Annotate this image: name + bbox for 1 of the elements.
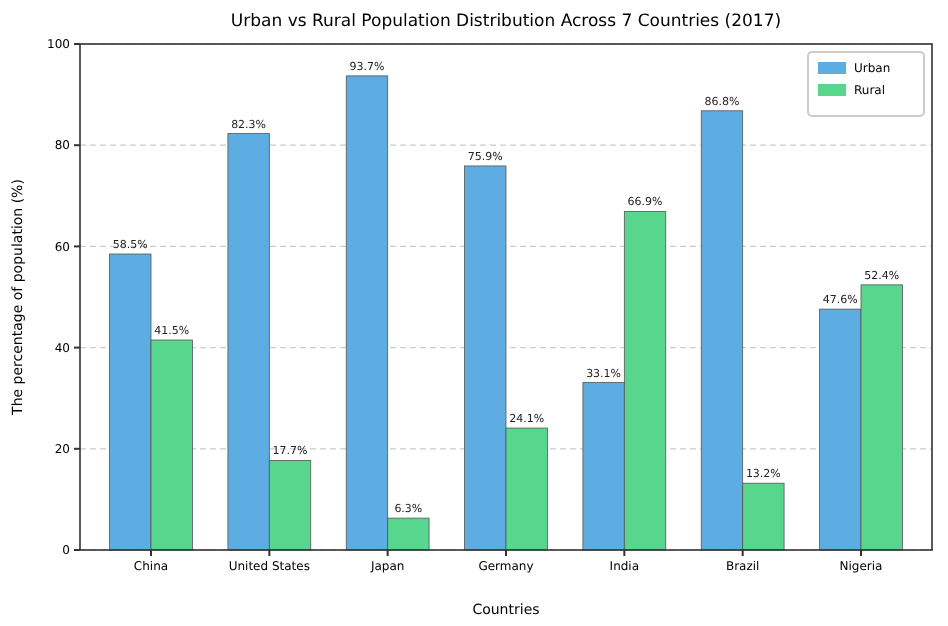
- chart-title: Urban vs Rural Population Distribution Across 7 Countries (2017): [230, 12, 782, 32]
